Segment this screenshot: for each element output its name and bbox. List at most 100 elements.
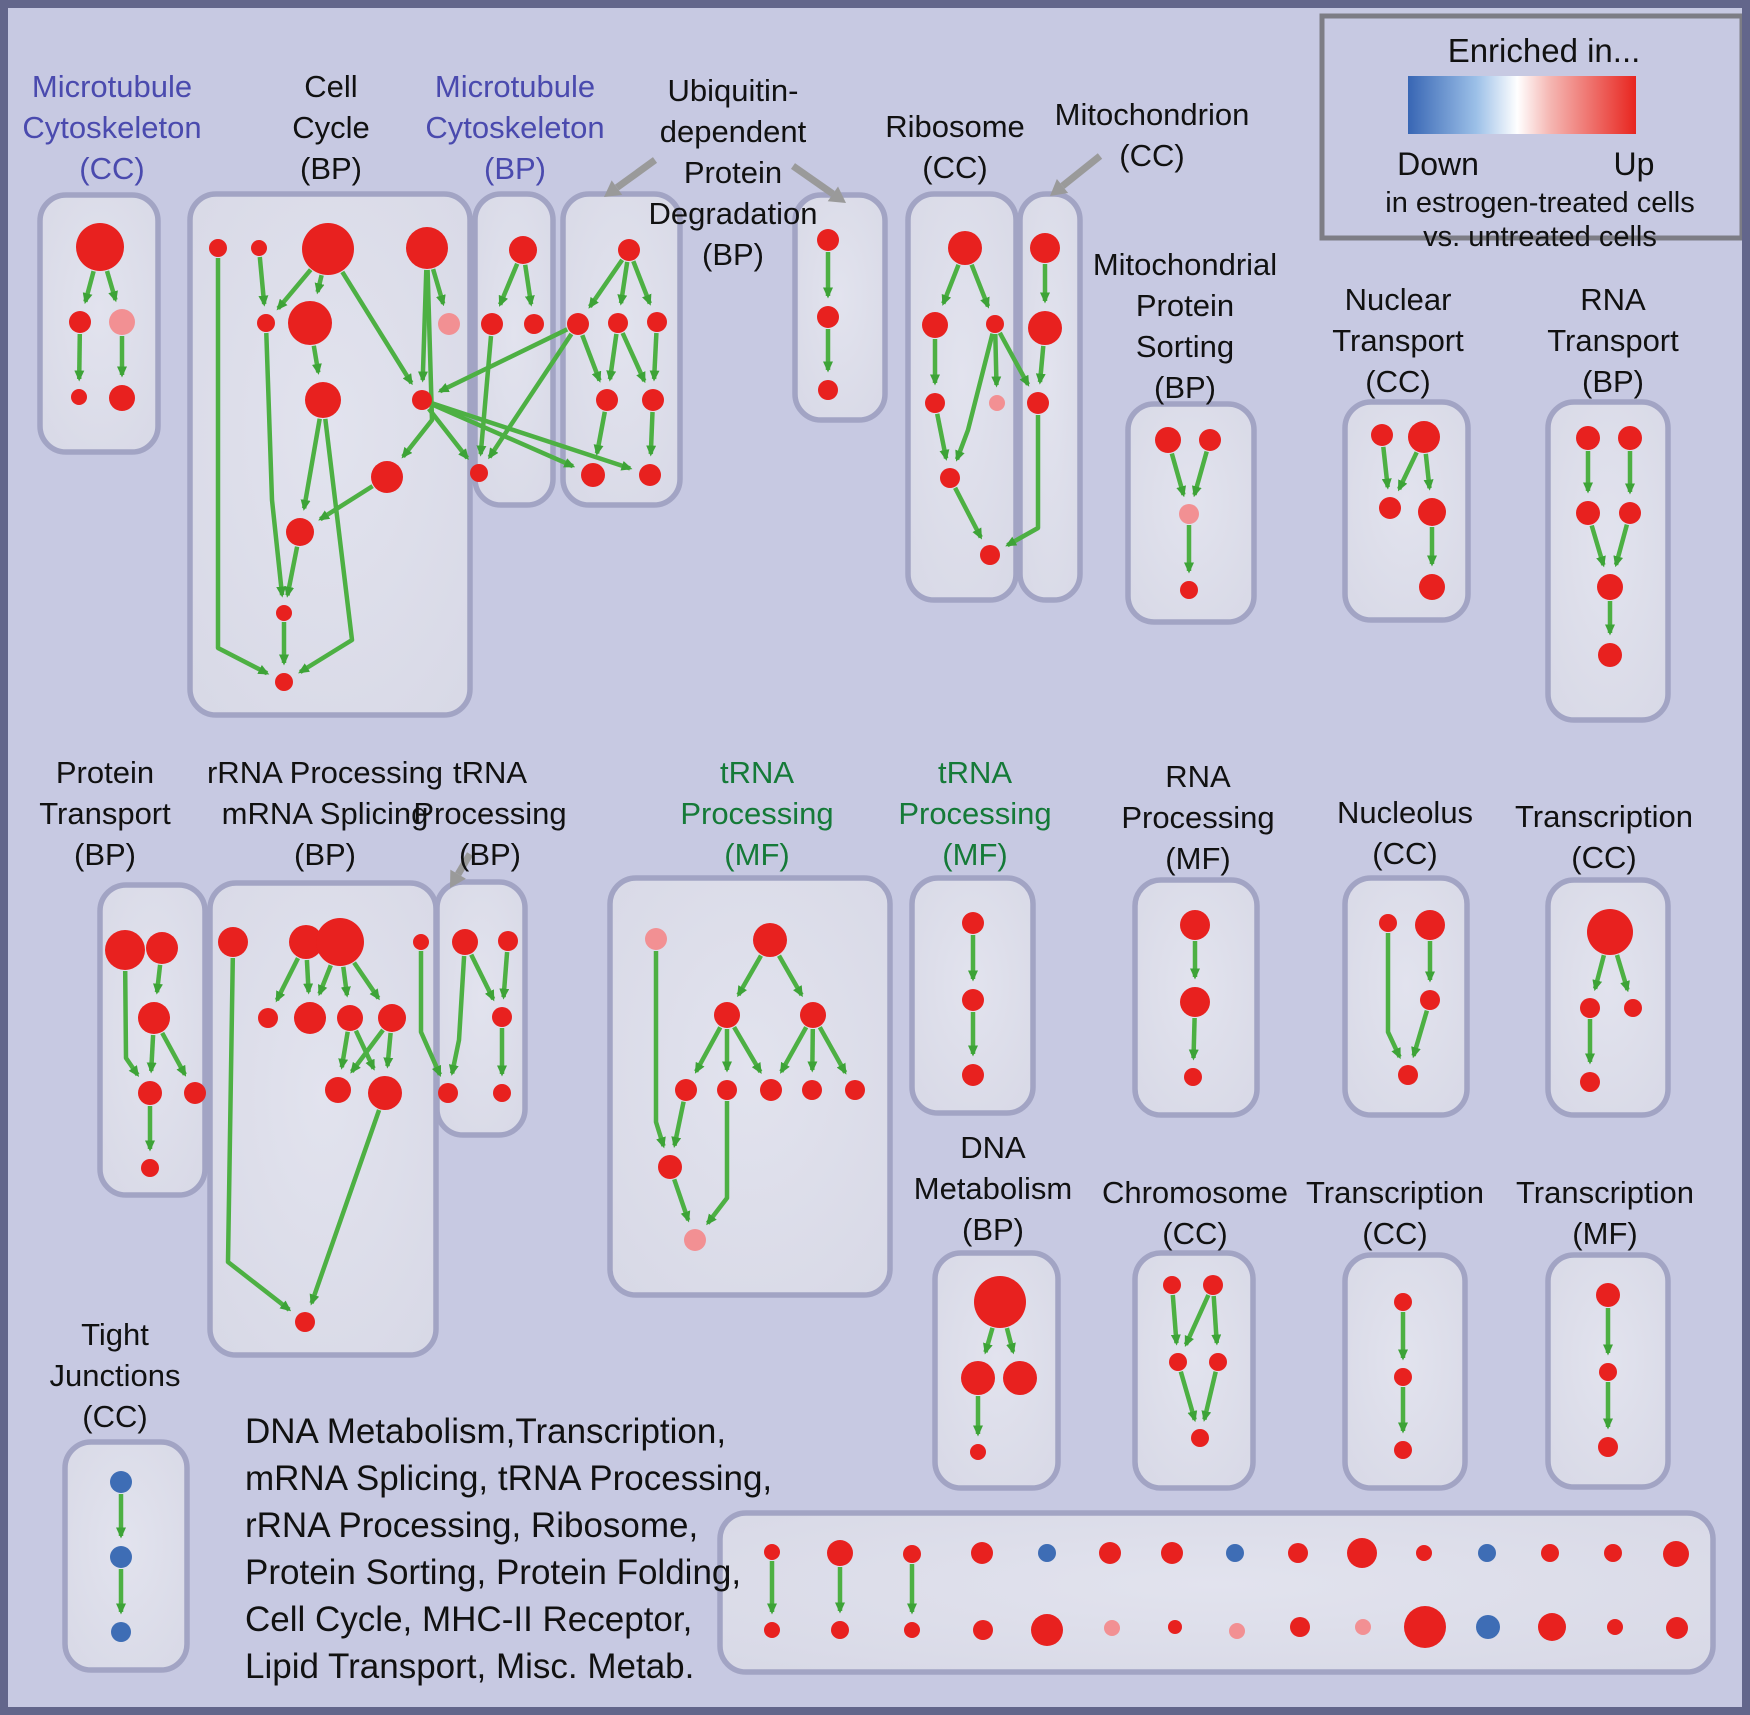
node-n11-red (286, 518, 314, 546)
edge-t1-t4 (631, 260, 652, 306)
node-r1-red (948, 231, 982, 265)
box-shared-terms (717, 1510, 1716, 1675)
node-c1-red (76, 223, 124, 271)
node-m1-red (509, 236, 537, 264)
edge-q3-q6 (317, 964, 333, 997)
node-tc4-red (1580, 1072, 1600, 1092)
node-b2t-red (827, 1540, 853, 1566)
edge-nt2-nt3 (1397, 451, 1419, 492)
node-u2-red (817, 306, 839, 328)
edge-n3-n9 (340, 270, 414, 386)
box-nuclear-transport (1342, 399, 1471, 623)
arrow-ubiquitin-left (614, 157, 658, 191)
node-c3-pink (109, 309, 135, 335)
edge-t3-t6 (620, 332, 647, 384)
node-mt3-red (1027, 392, 1049, 414)
box-chromosome (1132, 1250, 1256, 1491)
node-k3-red (1420, 990, 1440, 1010)
node-g1-red (962, 912, 984, 934)
edge-t3-t5 (606, 333, 619, 382)
node-b4t-red (971, 1542, 993, 1564)
node-t2-red (567, 313, 589, 335)
label-transcription-cc-row3: Transcription (CC) (1305, 1175, 1485, 1251)
node-b15t-red (1663, 1541, 1689, 1567)
node-x2-red (1394, 1368, 1412, 1386)
edge-m2-m4 (476, 335, 494, 457)
label-chromosome: Chromosome (CC) (1101, 1175, 1289, 1251)
node-ch3-red (1169, 1353, 1187, 1371)
arrow-trna-bp-head (450, 869, 466, 888)
node-k1-red (1379, 914, 1397, 932)
edge-tc1-tc3 (1614, 954, 1630, 993)
node-ch5-red (1191, 1429, 1209, 1447)
node-k2-red (1415, 910, 1445, 940)
node-b9t-red (1288, 1543, 1308, 1563)
edge-f2-f3 (736, 954, 763, 998)
node-ch2-red (1203, 1275, 1223, 1295)
label-ribosome: Ribosome (CC) (885, 109, 1025, 185)
node-c2-red (69, 311, 91, 333)
node-x3-red (1394, 1441, 1412, 1459)
node-d1-red (974, 1276, 1026, 1328)
edge-r3-r6 (954, 333, 995, 462)
node-tc3-red (1624, 999, 1642, 1017)
node-r6-red (940, 468, 960, 488)
edge-f6-f11 (705, 1101, 730, 1226)
node-n6-red (288, 301, 332, 345)
arrow-trna-bp (455, 852, 474, 876)
edge-m1-m2 (498, 262, 520, 307)
node-q2-red (289, 925, 323, 959)
node-f1-pink (645, 928, 667, 950)
node-f7-red (760, 1079, 782, 1101)
node-t7-red (581, 463, 605, 487)
node-rt1-red (1576, 426, 1600, 450)
node-m3-red (524, 314, 544, 334)
node-b6t-red (1099, 1542, 1121, 1564)
edge-q8-q10 (383, 1032, 394, 1069)
edge-n8-n11 (300, 418, 322, 511)
node-n7-pink (438, 313, 460, 335)
node-q9-red (325, 1077, 351, 1103)
node-p5-red (184, 1082, 206, 1104)
edge-q1-q11 (225, 957, 292, 1312)
edge-q3-q8 (352, 961, 381, 1001)
node-t6-red (642, 389, 664, 411)
node-b14b-red (1607, 1619, 1623, 1635)
legend-up-label: Up (1613, 146, 1655, 182)
box-microtubule-bp (472, 191, 556, 508)
node-b5t-blue (1038, 1544, 1056, 1562)
node-ch4-red (1209, 1353, 1227, 1371)
node-b2b-red (831, 1621, 849, 1639)
edge-t2-n9 (437, 327, 569, 394)
node-n13-red (275, 673, 293, 691)
node-p4-red (138, 1081, 162, 1105)
shared-terms-annotation: DNA Metabolism,Transcription, mRNA Splic… (245, 1412, 773, 1686)
node-r5-pink (989, 395, 1005, 411)
edge-r4-r6 (934, 413, 950, 461)
edge-k1-k4 (1385, 933, 1402, 1060)
node-y1-red (1596, 1283, 1620, 1307)
node-f5-red (675, 1079, 697, 1101)
node-f3-red (714, 1002, 740, 1028)
edge-t6-t8 (646, 411, 657, 457)
node-b14t-red (1604, 1544, 1622, 1562)
node-n10-red (371, 461, 403, 493)
node-w4-red (438, 1083, 458, 1103)
node-f10-red (845, 1080, 865, 1100)
node-y3-red (1598, 1437, 1618, 1457)
legend-subtitle-line1: in estrogen-treated cells (1385, 187, 1695, 219)
label-rna-processing-mf: RNA Processing (MF) (1121, 759, 1275, 876)
edge-r1-r2 (941, 263, 961, 306)
box-ribosome (905, 191, 1019, 603)
node-b12t-blue (1478, 1544, 1496, 1562)
edge-w1-w4 (448, 955, 467, 1076)
node-rt5-red (1597, 574, 1623, 600)
edge-r6-r7 (953, 486, 983, 540)
node-k4-red (1398, 1065, 1418, 1085)
edge-n2-n5 (257, 256, 269, 307)
edge-tc1-tc2 (1592, 954, 1607, 992)
node-s1-red (1155, 427, 1181, 453)
node-nt1-red (1371, 424, 1393, 446)
label-rna-transport: RNA Transport (BP) (1547, 282, 1679, 399)
